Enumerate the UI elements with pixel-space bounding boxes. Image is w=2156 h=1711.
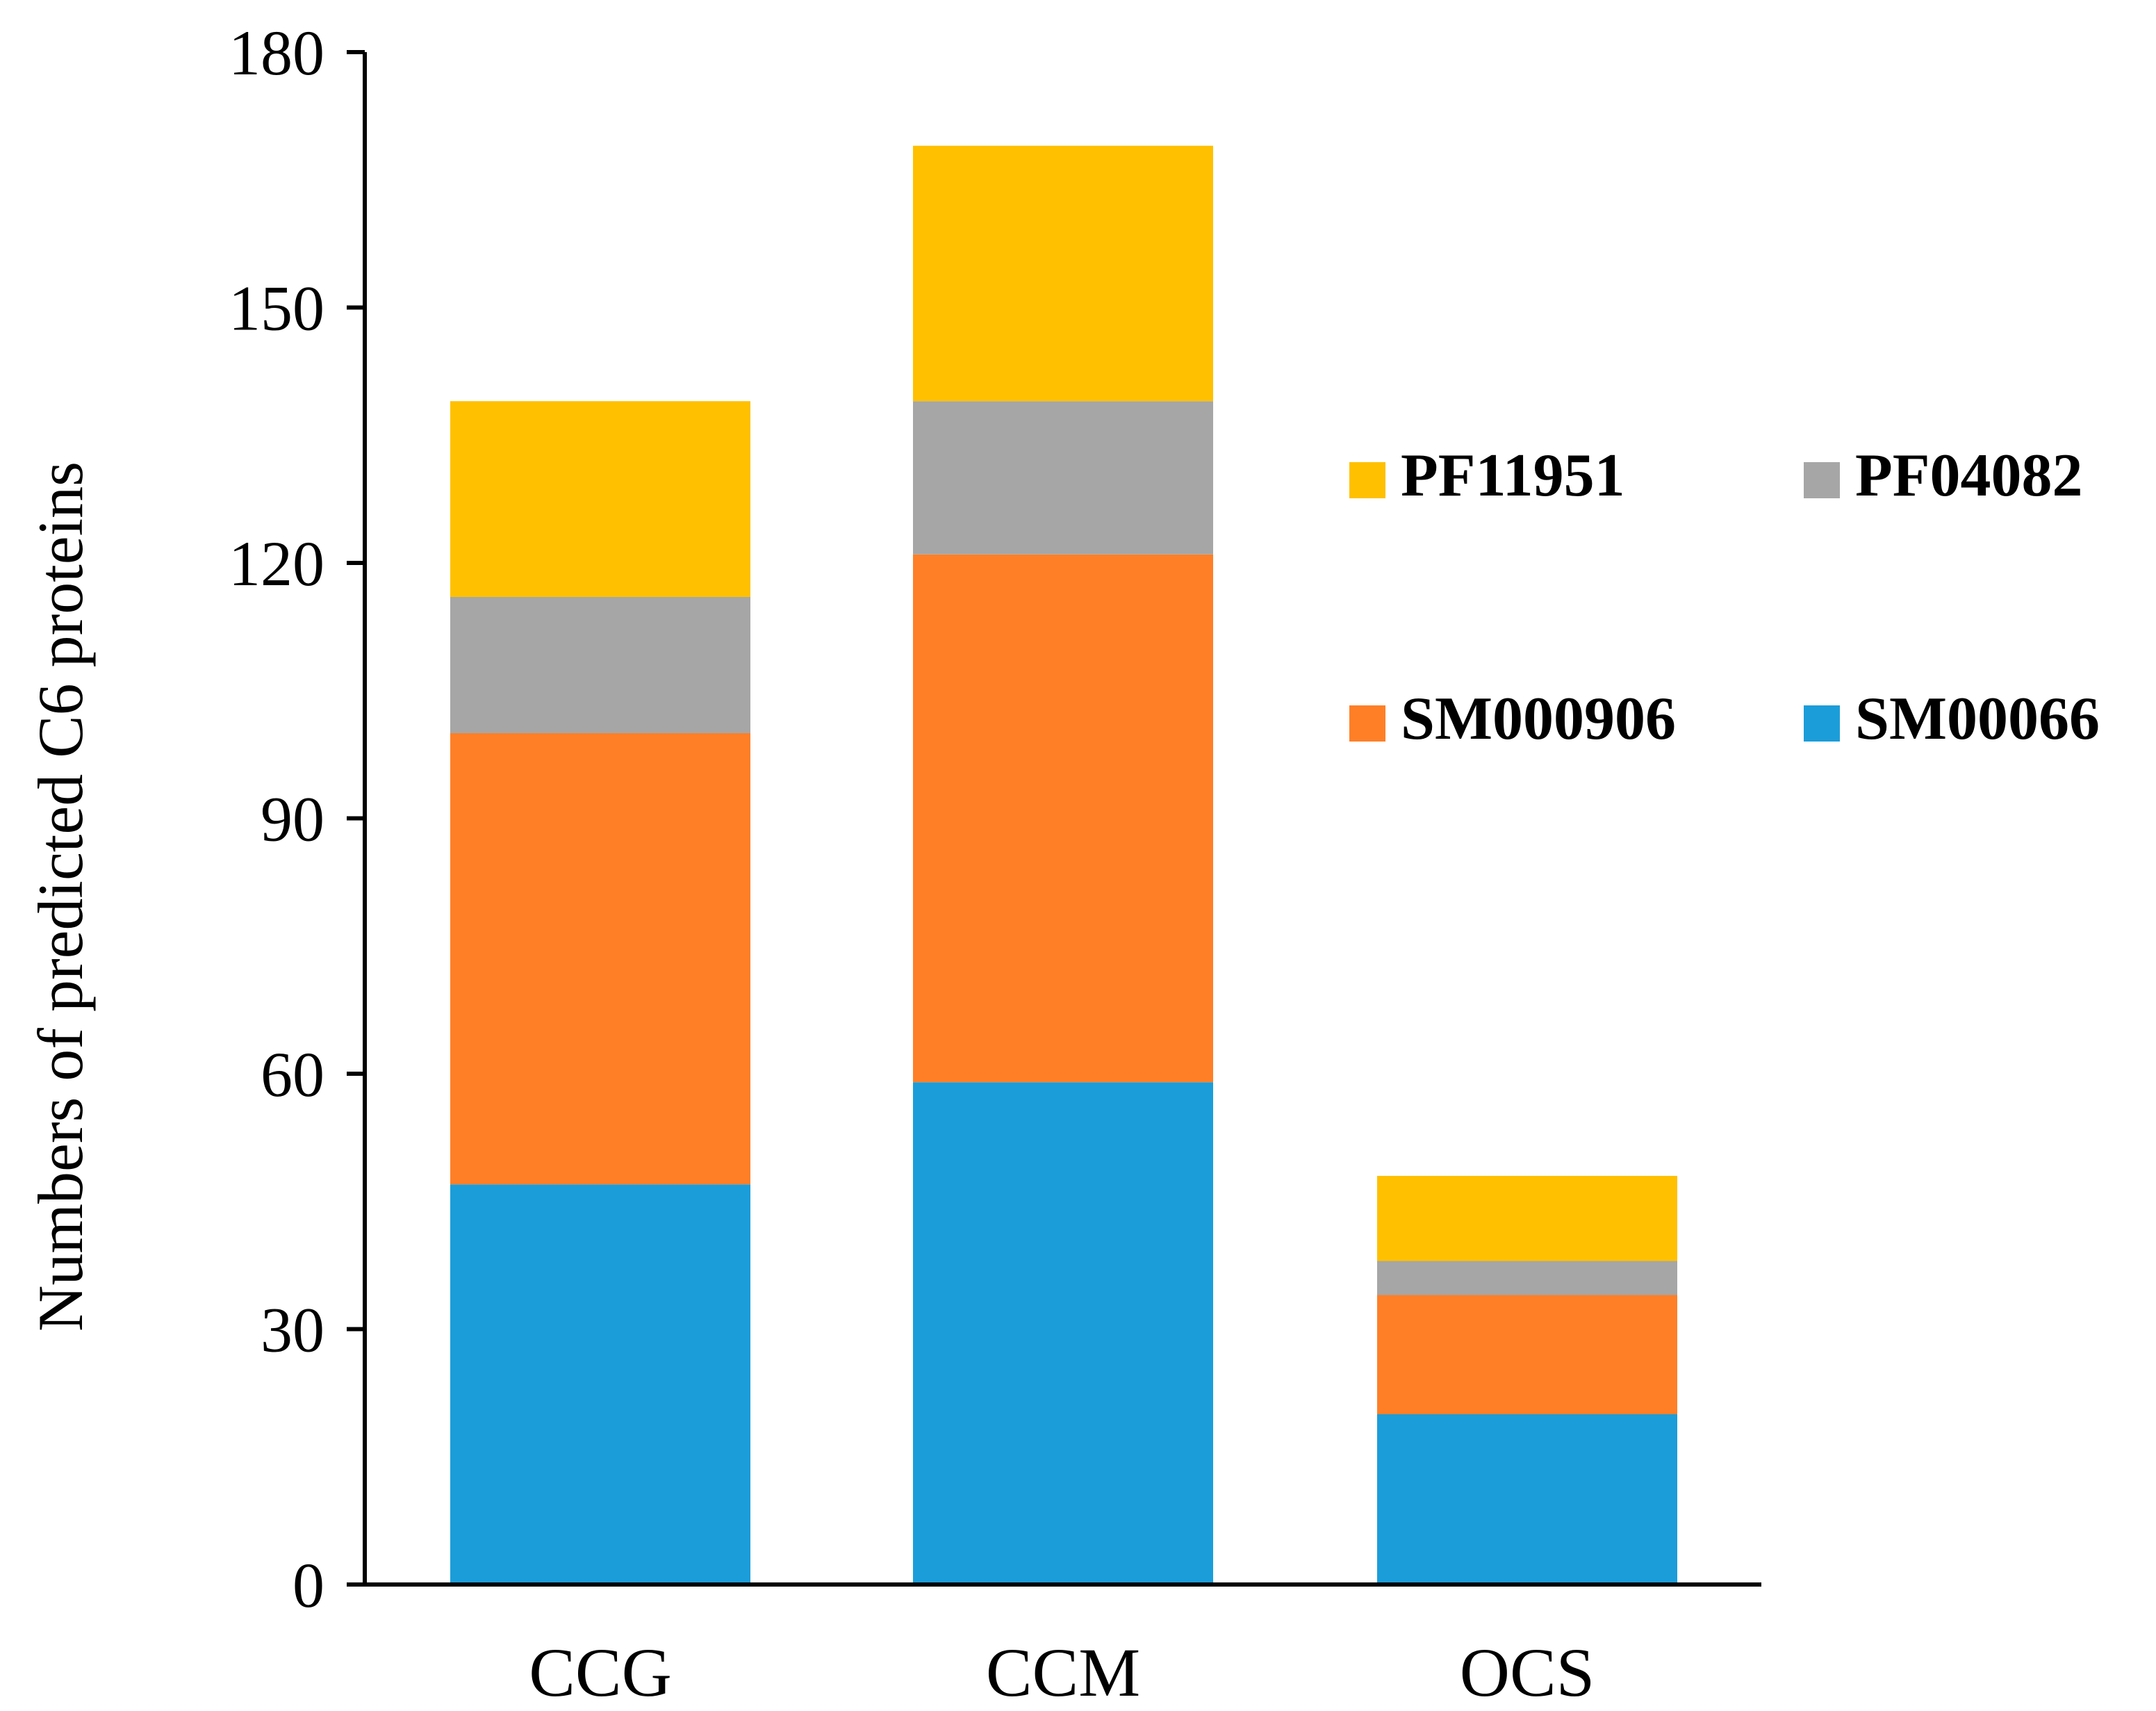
- bar-segment-ccg-pf04082: [450, 597, 750, 733]
- legend-swatch-pf04082: [1804, 462, 1840, 498]
- bar-segment-ccg-sm000906: [450, 733, 750, 1185]
- legend-swatch-pf11951: [1349, 462, 1385, 498]
- y-tick-label: 120: [229, 528, 324, 599]
- bar-segment-ccm-sm000906: [913, 554, 1213, 1083]
- legend-label-pf04082: PF04082: [1855, 442, 2083, 509]
- y-tick-label: 150: [229, 273, 324, 344]
- y-tick-label: 0: [293, 1550, 324, 1621]
- x-category-label: CCM: [986, 1634, 1140, 1711]
- legend-swatch-sm00066: [1804, 705, 1840, 742]
- y-tick-label: 30: [261, 1295, 324, 1366]
- bar-segment-ocs-sm00066: [1377, 1414, 1677, 1585]
- x-category-label: OCS: [1460, 1634, 1595, 1711]
- legend-swatch-sm000906: [1349, 705, 1385, 742]
- bars-group: [450, 145, 1677, 1585]
- x-labels-group: CCG CCM OCS: [529, 1634, 1595, 1711]
- y-tick-label: 60: [261, 1039, 324, 1110]
- bar-segment-ccm-sm00066: [913, 1082, 1213, 1585]
- bar-segment-ocs-sm000906: [1377, 1295, 1677, 1414]
- bar-segment-ocs-pf04082: [1377, 1261, 1677, 1295]
- bar-segment-ccg-sm00066: [450, 1184, 750, 1585]
- legend-label-sm000906: SM000906: [1401, 685, 1676, 753]
- y-axis-title: Numbers of predicted C6 proteins: [25, 461, 96, 1332]
- y-tick-label: 90: [261, 784, 324, 855]
- bar-segment-ccm-pf11951: [913, 145, 1213, 402]
- bar-segment-ccm-pf04082: [913, 401, 1213, 555]
- legend-label-pf11951: PF11951: [1401, 442, 1625, 509]
- y-tick-label: 180: [229, 17, 324, 88]
- legend: PF11951 PF04082 SM000906 SM00066: [1349, 442, 2100, 753]
- legend-label-sm00066: SM00066: [1855, 685, 2100, 753]
- y-ticks-group: 0 30 60 90 120 150 180: [229, 17, 365, 1621]
- bar-segment-ccg-pf11951: [450, 401, 750, 597]
- bar-segment-ocs-pf11951: [1377, 1176, 1677, 1261]
- x-category-label: CCG: [529, 1634, 672, 1711]
